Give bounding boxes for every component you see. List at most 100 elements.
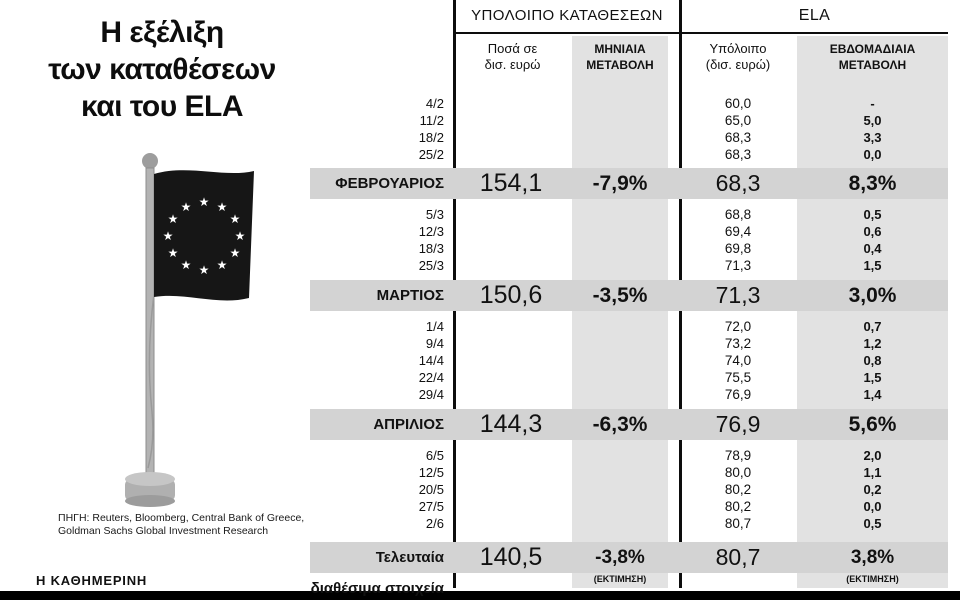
row-date: 20/5 [418,482,444,497]
col-header-amount: Ποσά σε δισ. ευρώ [455,41,570,73]
month-monthly-change: -7,9% [592,172,648,195]
table-row: 6/5 78,9 2,0 [310,447,948,464]
data-table: ΥΠΟΛΟΙΠΟ ΚΑΤΑΘΕΣΕΩΝ ELA Ποσά σε δισ. ευρ… [310,0,948,600]
row-ela-balance: 78,9 [724,448,752,463]
row-weekly-change: 0,5 [863,207,882,222]
row-date: 12/3 [418,224,444,239]
row-date: 11/2 [419,113,444,128]
eu-flag-icon: ★ ★ ★ ★ ★ ★ ★ ★ ★ ★ ★ ★ [125,153,254,507]
row-date: 25/2 [418,147,444,162]
row-ela-balance: 68,3 [724,130,752,145]
svg-text:★: ★ [199,263,210,277]
table-row: 9/4 73,2 1,2 [310,335,948,352]
row-ela-balance: 68,3 [724,147,752,162]
svg-text:★: ★ [199,195,210,209]
latest-data-row: Τελευταία διαθέσιμα στοιχεία 140,5 -3,8%… [310,542,948,597]
table-row: 12/5 80,0 1,1 [310,464,948,481]
table-row: 12/3 69,4 0,6 [310,223,948,240]
row-weekly-change: 5,0 [863,113,882,128]
month-ela-balance: 76,9 [715,411,761,437]
row-date: 2/6 [425,516,444,531]
page-title: Η εξέλιξη των καταθέσεων και του ELA [6,14,318,125]
row-weekly-change: 1,1 [863,465,882,480]
month-summary-row: ΦΕΒΡΟΥΑΡΙΟΣ 154,1 -7,9% 68,3 8,3% [310,168,948,199]
table-row: 4/2 60,0 - [310,95,948,112]
title-line-1: Η εξέλιξη [100,16,224,49]
month-deposits: 154,1 [479,169,543,197]
svg-text:★: ★ [217,200,228,214]
latest-weekly-change: 3,8% [850,547,895,568]
row-weekly-change: 0,4 [863,241,882,256]
month-weekly-change: 3,0% [848,284,897,307]
row-ela-balance: 73,2 [724,336,752,351]
table-row: 2/6 80,7 0,5 [310,515,948,532]
row-weekly-change: 1,5 [863,370,882,385]
weekly-column-shading [797,36,948,588]
month-summary-row: ΑΠΡΙΛΙΟΣ 144,3 -6,3% 76,9 5,6% [310,409,948,440]
table-row: 1/4 72,0 0,7 [310,318,948,335]
row-date: 12/5 [418,465,444,480]
row-date: 4/2 [425,96,444,111]
monthly-estimate-note: (ΕΚΤΙΜΗΣΗ) [593,574,647,584]
month-label: ΑΠΡΙΛΙΟΣ [373,416,444,433]
row-date: 29/4 [418,387,444,402]
row-weekly-change: 0,8 [863,353,882,368]
row-date: 27/5 [418,499,444,514]
col-header-amount-line1: Ποσά σε [487,41,538,56]
row-date: 1/4 [425,319,444,334]
latest-deposits: 140,5 [479,543,543,571]
source-credit: ΠΗΓΗ: Reuters, Bloomberg, Central Bank o… [58,512,388,538]
month-label: ΦΕΒΡΟΥΑΡΙΟΣ [335,175,444,192]
row-weekly-change: 0,6 [863,224,882,239]
row-ela-balance: 80,0 [724,465,752,480]
row-ela-balance: 80,2 [724,499,752,514]
row-ela-balance: 74,0 [724,353,752,368]
col-header-monthly-line2: ΜΕΤΑΒΟΛΗ [586,58,654,72]
row-ela-balance: 60,0 [724,96,752,111]
month-ela-balance: 68,3 [715,170,761,196]
row-weekly-change: - [870,96,875,111]
row-weekly-change: 0,5 [863,516,882,531]
month-weekly-change: 8,3% [848,172,897,195]
group-header-ela: ELA [798,7,831,24]
latest-label: Τελευταία διαθέσιμα στοιχεία [310,549,444,597]
row-date: 22/4 [418,370,444,385]
table-row: 25/3 71,3 1,5 [310,257,948,274]
row-date: 25/3 [418,258,444,273]
table-row: 5/3 68,8 0,5 [310,206,948,223]
row-weekly-change: 0,0 [863,147,882,162]
month-summary-row: ΜΑΡΤΙΟΣ 150,6 -3,5% 71,3 3,0% [310,280,948,311]
table-row: 18/2 68,3 3,3 [310,129,948,146]
row-ela-balance: 69,8 [724,241,752,256]
month-label: ΜΑΡΤΙΟΣ [376,287,444,304]
row-weekly-change: 0,2 [863,482,882,497]
month-weekly-change: 5,6% [848,413,897,436]
row-date: 5/3 [425,207,444,222]
svg-text:★: ★ [168,246,179,260]
row-date: 18/2 [418,130,444,145]
row-weekly-change: 1,2 [863,336,882,351]
row-ela-balance: 80,7 [724,516,752,531]
row-ela-balance: 68,8 [724,207,752,222]
publisher-logo: Η ΚΑΘΗΜΕΡΙΝΗ [36,573,148,588]
table-row: 29/4 76,9 1,4 [310,386,948,403]
row-ela-balance: 65,0 [724,113,752,128]
table-row: 11/2 65,0 5,0 [310,112,948,129]
title-line-3: και του ELA [80,90,244,123]
svg-text:★: ★ [230,212,241,226]
row-weekly-change: 2,0 [863,448,882,463]
svg-text:★: ★ [235,229,246,243]
col-header-balance-line1: Υπόλοιπο [709,41,767,56]
col-header-monthly-line1: ΜΗΝΙΑΙΑ [594,42,646,56]
row-weekly-change: 3,3 [863,130,882,145]
col-header-weekly-line2: ΜΕΤΑΒΟΛΗ [838,58,907,72]
source-line-1: ΠΗΓΗ: Reuters, Bloomberg, Central Bank o… [58,512,305,524]
row-ela-balance: 75,5 [724,370,752,385]
svg-text:★: ★ [181,200,192,214]
row-date: 6/5 [425,448,444,463]
row-ela-balance: 76,9 [724,387,752,402]
col-header-monthly-change: ΜΗΝΙΑΙΑ ΜΕΤΑΒΟΛΗ [572,41,668,73]
svg-text:★: ★ [230,246,241,260]
month-monthly-change: -3,5% [592,284,648,307]
table-row: 27/5 80,2 0,0 [310,498,948,515]
